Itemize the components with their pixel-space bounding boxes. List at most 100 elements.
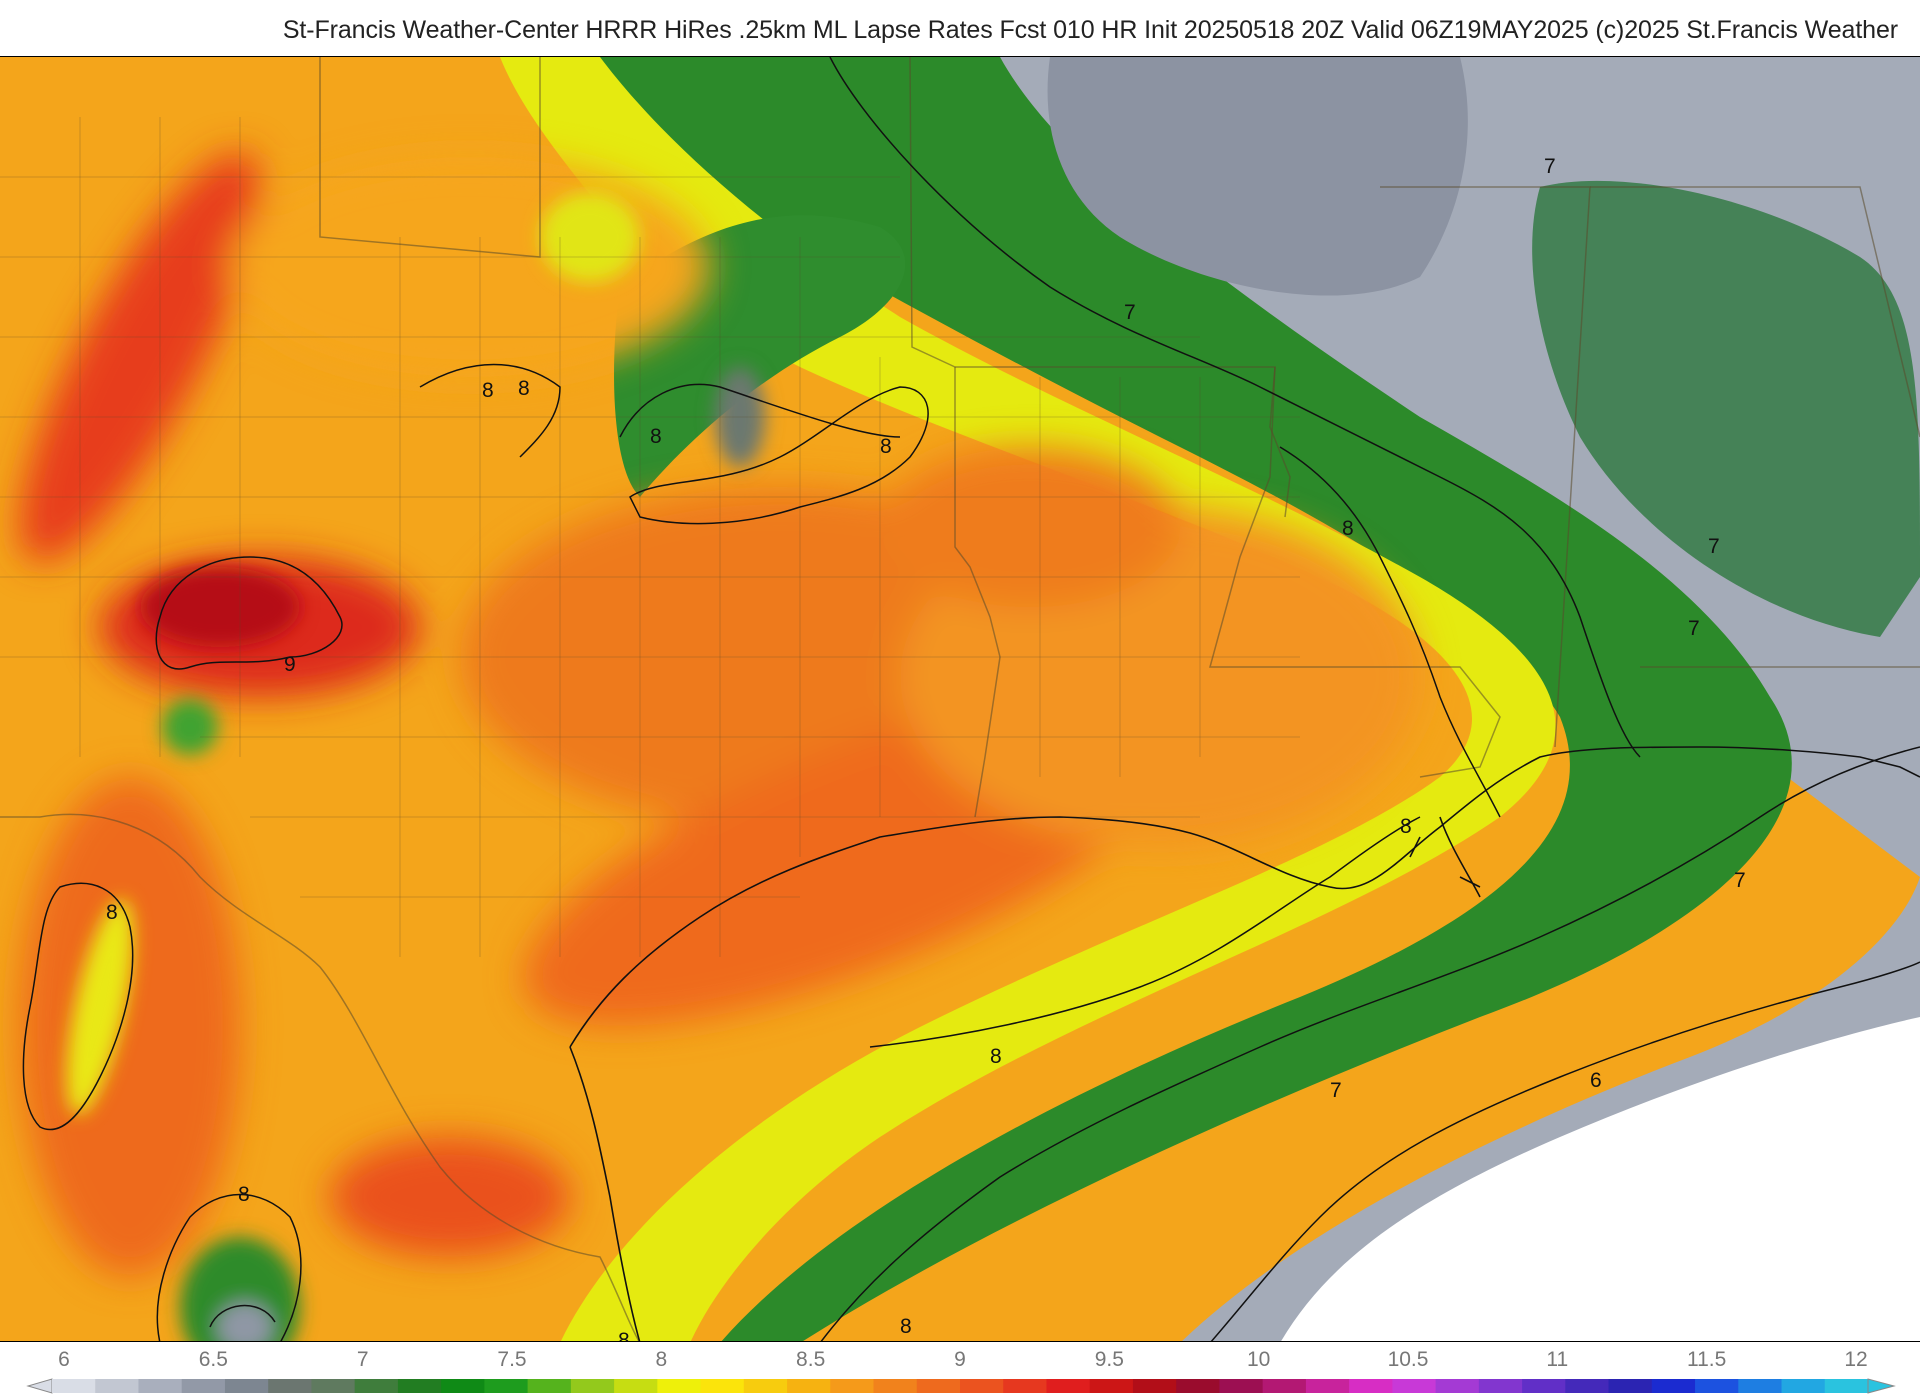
colorbar-tick-label: 7.5 [497, 1348, 527, 1371]
contour-label: 8 [518, 377, 530, 400]
colorbar-swatch [1003, 1379, 1048, 1393]
contour-8-north [419, 363, 901, 458]
contour-8-east-arc [1279, 446, 1501, 818]
contour-7-south [820, 746, 1920, 1341]
contour-9-max [155, 556, 343, 670]
colorbar-swatch [181, 1379, 226, 1393]
colorbar-tick-label: 9.5 [1094, 1348, 1124, 1371]
colorbar-tick-label: 11 [1546, 1348, 1569, 1371]
contour-label: 8 [618, 1329, 630, 1342]
colorbar-swatch [95, 1379, 140, 1393]
colorbar-swatch [1435, 1379, 1480, 1393]
colorbar-tick-label: 10.5 [1387, 1348, 1429, 1371]
colorbar-swatch [743, 1379, 788, 1393]
colorbar-swatch [527, 1379, 572, 1393]
colorbar-swatch [1522, 1379, 1566, 1393]
contour-8-west-ring [22, 882, 134, 1131]
contour-lines [22, 57, 1920, 1341]
colorbar-swatch [1695, 1379, 1739, 1393]
white-gulf-region [1281, 1017, 1920, 1341]
colorbar: 6 6.5 7 7.5 8 8.5 9 9.5 10 10.5 11 11.5 12 [0, 1342, 1920, 1400]
state-county-lines [0, 57, 1920, 1341]
contour-label: 7 [1688, 617, 1700, 640]
colorbar-swatch [614, 1379, 658, 1393]
colorbar-swatch [268, 1379, 313, 1393]
yellow-west-pocket [66, 899, 134, 1115]
colorbar-tick-label: 6.5 [198, 1348, 228, 1371]
contour-label: 7 [1330, 1079, 1342, 1102]
colorbar-tick-label: 10 [1246, 1348, 1271, 1371]
colorbar-tick-row: 6 6.5 7 7.5 8 8.5 9 9.5 10 10.5 11 11.5 12 [0, 1348, 1920, 1374]
color-fill-layer [0, 57, 1920, 1341]
colorbar-swatch [1305, 1379, 1350, 1393]
orange-south-red [330, 1137, 570, 1257]
contour-label: 8 [900, 1315, 912, 1338]
contour-label: 8 [880, 435, 892, 458]
colorbar-swatch [441, 1379, 485, 1393]
colorbar-tick-label: 8 [655, 1348, 668, 1371]
colorbar-swatch [1176, 1379, 1221, 1393]
darkred-max [140, 567, 300, 647]
colorbar-swatch [787, 1379, 831, 1393]
colorbar-swatch [1781, 1379, 1826, 1393]
gray-northeast-lakes [1047, 57, 1468, 296]
colorbar-swatch [916, 1379, 961, 1393]
colorbar-swatch [1565, 1379, 1610, 1393]
contour-label: 8 [482, 379, 494, 402]
contour-label: 7 [1124, 301, 1136, 324]
contour-label: 8 [990, 1045, 1002, 1068]
colorbar-swatch [960, 1379, 1004, 1393]
contour-label: 8 [106, 901, 118, 924]
contour-labels: 8 8 8 8 9 8 8 8 8 8 7 7 7 7 8 7 7 6 6 8 [106, 155, 1746, 1342]
contour-label: 8 [650, 425, 662, 448]
colorbar-tick-label: 11.5 [1686, 1348, 1727, 1371]
colorbar-swatch [1262, 1379, 1307, 1393]
green-west-pocket [162, 699, 218, 755]
orange-north [230, 157, 710, 377]
title-bar: St-Francis Weather-Center HRRR HiRes .25… [0, 0, 1920, 56]
contour-label: 9 [284, 653, 296, 676]
contour-label: 8 [1400, 815, 1412, 838]
gray-north-pocket [715, 367, 765, 467]
gray-south-pocket [217, 1302, 273, 1341]
colorbar-swatch [1132, 1379, 1177, 1393]
colorbar-swatch [484, 1379, 529, 1393]
orange-mid-north [880, 447, 1180, 607]
colorbar-tick-label: 8.5 [796, 1348, 826, 1371]
colorbar-swatch [1089, 1379, 1134, 1393]
colorbar-swatch [1608, 1379, 1653, 1393]
colorbar-tick-label: 9 [954, 1348, 966, 1371]
contour-8-southwest-ring [156, 1193, 302, 1341]
colorbar-min-arrow [26, 1378, 53, 1394]
contour-label: 7 [1734, 869, 1746, 892]
colorbar-swatch [657, 1379, 702, 1393]
colorbar-swatch [700, 1379, 745, 1393]
contour-label: 6 [1590, 1069, 1602, 1092]
colorbar-swatch [354, 1379, 399, 1393]
colorbar-swatch [311, 1379, 356, 1393]
colorbar-swatch [224, 1379, 269, 1393]
contour-6-south [1210, 961, 1920, 1341]
colorbar-swatch [1824, 1379, 1869, 1393]
colorbar-strip [26, 1378, 1896, 1394]
colorbar-swatch [1392, 1379, 1437, 1393]
colorbar-swatch [1478, 1379, 1523, 1393]
colorbar-tick-label: 6 [58, 1348, 70, 1371]
colorbar-swatch [830, 1379, 875, 1393]
colorbar-swatch [52, 1379, 96, 1393]
colorbar-swatch [1219, 1379, 1264, 1393]
contour-label: 7 [1544, 155, 1556, 178]
colorbar-tick-label: 7 [356, 1348, 369, 1371]
colorbar-swatch [397, 1379, 442, 1393]
contour-label: 7 [1708, 535, 1720, 558]
map-title: St-Francis Weather-Center HRRR HiRes .25… [282, 16, 1898, 44]
colorbar-swatch [873, 1379, 918, 1393]
contour-7-north [829, 57, 1641, 758]
colorbar-swatch [138, 1379, 183, 1393]
contour-label: 8 [238, 1183, 250, 1206]
yellow-north-pocket [540, 192, 640, 282]
lapse-rate-map: 8 8 8 8 9 8 8 8 8 8 7 7 7 7 8 7 7 6 6 8 [0, 57, 1920, 1342]
contour-8-ring-north [629, 386, 929, 525]
map-panel[interactable]: 8 8 8 8 9 8 8 8 8 8 7 7 7 7 8 7 7 6 6 8 [0, 56, 1920, 1342]
contour-7-south-pocket [209, 1305, 276, 1328]
